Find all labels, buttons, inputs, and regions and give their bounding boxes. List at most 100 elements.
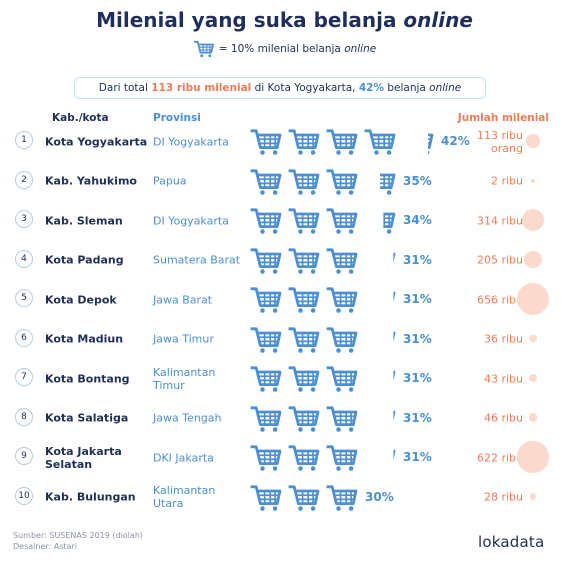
shopping-cart-icon: [326, 208, 358, 234]
shopping-cart-icon: [383, 212, 396, 234]
column-header-prov: Provinsi: [153, 112, 201, 124]
table-row: 10 Kab. Bulungan Kalimantan Utara 30% 28 rib…: [0, 478, 569, 517]
percentage-label: 30%: [365, 489, 394, 504]
provinsi-name: DI Yogyakarta: [153, 214, 229, 227]
shopping-cart-icon: [326, 129, 358, 155]
percentage-label: 35%: [403, 173, 432, 188]
shopping-cart-icon: [364, 129, 396, 155]
shopping-cart-icon: [326, 405, 358, 432]
legend: = 10% milenial belanja online: [0, 40, 569, 58]
cart-pictogram: 34%: [247, 201, 447, 240]
cart-pictogram: 30%: [247, 478, 447, 517]
rank-badge: 5: [15, 289, 33, 307]
kab-kota-name: Kota Padang: [45, 253, 124, 267]
percentage-label: 31%: [403, 410, 432, 425]
shopping-cart-icon: [288, 366, 320, 392]
kab-kota-name: Kota Salatiga: [45, 411, 129, 425]
shopping-cart-icon: [393, 331, 396, 342]
kab-kota-name: Kab. Yahukimo: [45, 174, 137, 188]
provinsi-name: Kalimantan Timur: [153, 365, 216, 392]
shopping-cart-icon: [326, 287, 358, 313]
shopping-cart-icon: [250, 129, 282, 155]
jumlah-bubble: [526, 134, 540, 148]
cart-pictogram: 42%: [247, 122, 470, 161]
cart-pictogram: 31%: [247, 399, 447, 438]
percentage-label: 31%: [403, 450, 432, 464]
cart-pictogram: 31%: [247, 438, 447, 477]
cart-pictogram: 35%: [247, 162, 447, 201]
shopping-cart-icon: [193, 40, 214, 58]
kab-kota-name: Kota Yogyakarta: [45, 135, 148, 148]
jumlah-bubble: [529, 334, 537, 343]
shopping-cart-icon: [393, 291, 396, 302]
table-row: 7 Kota Bontang Kalimantan Timur 31% 43 ribu: [0, 359, 569, 398]
shopping-cart-icon: [250, 405, 282, 432]
rank-badge: 6: [15, 328, 33, 347]
provinsi-name: Jawa Barat: [153, 293, 213, 306]
jumlah-bubble: [521, 208, 545, 232]
table-row: 4 Kota Padang Sumatera Barat 31% 205 ribu: [0, 241, 569, 280]
provinsi-name: DI Yogyakarta: [153, 135, 229, 148]
provinsi-name: Kalimantan Utara: [153, 484, 216, 510]
summary-mid: di Kota Yogyakarta,: [251, 82, 359, 94]
jumlah-bubble: [528, 373, 538, 383]
shopping-cart-icon: [250, 247, 282, 274]
percentage-label: 34%: [403, 213, 432, 227]
table-row: 1 Kota Yogyakarta DI Yogyakarta 42% 113 ribu…: [0, 122, 569, 161]
provinsi-name: Jawa Tengah: [153, 411, 222, 425]
provinsi-name: DKI Jakarta: [153, 451, 214, 464]
summary-italic: online: [429, 82, 462, 94]
shopping-cart-icon: [288, 484, 320, 511]
shopping-cart-icon: [326, 326, 358, 353]
jumlah-label: 656 ribu: [476, 293, 523, 306]
provinsi-name: Papua: [153, 174, 187, 188]
rank-badge: 8: [15, 407, 33, 426]
rank-badge: 10: [15, 486, 33, 505]
rank-badge: 9: [15, 447, 33, 465]
jumlah-label: 314 ribu: [476, 214, 523, 227]
shopping-cart-icon: [288, 445, 320, 471]
jumlah-bubble: [529, 493, 537, 500]
percentage-label: 31%: [403, 331, 432, 346]
kab-kota-name: Kab. Bulungan: [45, 490, 136, 504]
jumlah-bubble: [524, 250, 542, 269]
shopping-cart-icon: [250, 208, 282, 234]
legend-text: = 10% milenial belanja: [218, 43, 345, 55]
jumlah-bubble: [528, 413, 538, 422]
title-main: Milenial yang suka belanja: [96, 8, 404, 32]
percentage-label: 31%: [403, 292, 432, 306]
summary-highlight-total: 113 ribu milenial: [151, 82, 252, 94]
shopping-cart-icon: [288, 247, 320, 274]
shopping-cart-icon: [250, 326, 282, 353]
rank-badge: 4: [15, 249, 33, 268]
table-row: 5 Kota Depok Jawa Barat 31% 656 ribu: [0, 280, 569, 319]
jumlah-label: 43 ribu: [483, 372, 523, 385]
jumlah-label: 46 ribu: [483, 411, 523, 425]
shopping-cart-icon: [250, 168, 282, 195]
jumlah-label: 622 ribu: [476, 451, 523, 464]
shopping-cart-icon: [326, 484, 358, 511]
rank-badge: 1: [15, 131, 33, 149]
cart-pictogram: 31%: [247, 359, 447, 398]
jumlah-label: 36 ribu: [483, 332, 523, 346]
kab-kota-name: Kota Depok: [45, 293, 117, 306]
shopping-cart-icon: [250, 366, 282, 392]
shopping-cart-icon: [250, 445, 282, 471]
shopping-cart-icon: [428, 133, 434, 155]
summary-box: Dari total 113 ribu milenial di Kota Yog…: [74, 77, 486, 99]
rank-badge: 3: [15, 210, 33, 228]
jumlah-bubble: [531, 178, 535, 183]
shopping-cart-icon: [250, 287, 282, 313]
cart-pictogram: 31%: [247, 280, 447, 319]
lokadata-logo: lokadata: [478, 533, 545, 551]
jumlah-label: 2 ribu: [490, 174, 523, 188]
cart-pictogram: 31%: [247, 320, 447, 359]
column-header-jumlah: Jumlah milenial: [457, 112, 549, 124]
column-header-kab: Kab./kota: [52, 112, 109, 124]
table-row: 8 Kota Salatiga Jawa Tengah 31% 46 ribu: [0, 399, 569, 438]
shopping-cart-icon: [288, 287, 320, 313]
shopping-cart-icon: [380, 173, 396, 195]
chart-title: Milenial yang suka belanja online: [0, 8, 569, 32]
summary-highlight-pct: 42%: [358, 82, 384, 94]
jumlah-bubble: [517, 441, 549, 473]
